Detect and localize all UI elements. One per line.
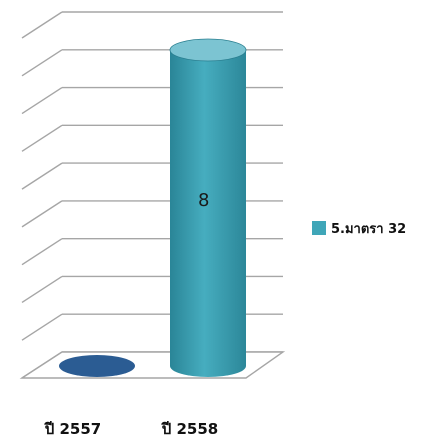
- legend-swatch: [312, 221, 326, 235]
- bar: [59, 355, 135, 377]
- x-tick-label: ปี 2557: [44, 420, 101, 438]
- gridline: [21, 11, 283, 39]
- chart-legend: 5.มาตรา 32: [312, 221, 406, 237]
- chart-bars: [59, 38, 247, 377]
- legend-label: 5.มาตรา 32: [331, 222, 406, 237]
- data-label: 8: [198, 190, 209, 211]
- legend-item: 5.มาตรา 32: [312, 221, 406, 237]
- x-tick-label: ปี 2558: [161, 420, 218, 438]
- chart-labels: 8 ปี 2557 ปี 2558: [44, 190, 218, 438]
- bar: [169, 38, 247, 377]
